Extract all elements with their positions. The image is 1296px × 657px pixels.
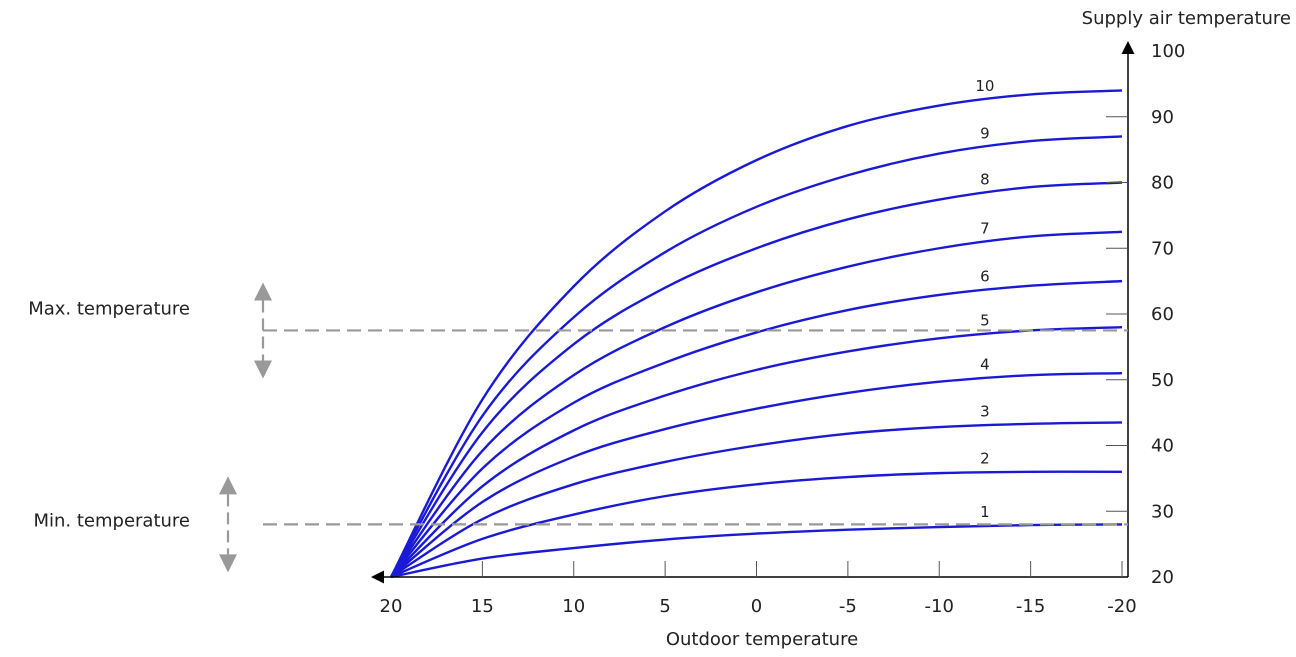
x-tick-label: 5 xyxy=(659,596,670,617)
y-tick-label: 40 xyxy=(1151,436,1174,457)
x-tick-label: -10 xyxy=(925,596,954,617)
curve-label-7: 7 xyxy=(980,219,990,237)
curve-label-8: 8 xyxy=(980,170,990,188)
curve-label-2: 2 xyxy=(980,449,990,467)
max-arrow-down-icon xyxy=(254,360,272,379)
curve-label-4: 4 xyxy=(980,355,990,373)
x-ticks-group: 20 15 10 5 0 -5 -10 -15 -20 xyxy=(380,561,1137,617)
y-tick-label: 70 xyxy=(1151,238,1174,259)
curve-label-5: 5 xyxy=(980,311,990,329)
min-arrow-down-icon xyxy=(219,554,237,573)
x-tick-label: 0 xyxy=(751,596,762,617)
x-tick-label: -20 xyxy=(1107,596,1136,617)
curve-label-1: 1 xyxy=(980,503,990,521)
y-axis-title: Supply air temperature xyxy=(1082,8,1291,29)
y-axis-arrow-icon xyxy=(1121,41,1135,54)
curve-3 xyxy=(390,421,1123,579)
guides-group: Max. temperature Min. temperature xyxy=(28,282,1128,573)
max-arrow-up-icon xyxy=(254,282,272,301)
curve-6 xyxy=(390,279,1123,578)
min-temperature-label: Min. temperature xyxy=(33,510,190,531)
series-labels-group: 1 2 3 4 5 6 7 8 9 10 xyxy=(975,77,994,521)
curve-label-3: 3 xyxy=(980,402,990,420)
curve-4 xyxy=(390,371,1123,578)
y-tick-label: 50 xyxy=(1151,370,1174,391)
y-tick-label: 80 xyxy=(1151,173,1174,194)
curve-7 xyxy=(390,230,1123,578)
curve-1 xyxy=(390,523,1123,579)
x-tick-label: 15 xyxy=(471,596,494,617)
x-axis-arrow-icon xyxy=(371,570,384,584)
y-tick-label: 20 xyxy=(1151,567,1174,588)
max-temperature-label: Max. temperature xyxy=(28,298,190,319)
x-axis-title: Outdoor temperature xyxy=(666,629,858,650)
x-tick-label: -5 xyxy=(839,596,857,617)
y-tick-label: 30 xyxy=(1151,501,1174,522)
y-tick-label: 90 xyxy=(1151,107,1174,128)
curves-group xyxy=(389,89,1123,579)
curve-label-10: 10 xyxy=(975,77,994,95)
min-arrow-up-icon xyxy=(219,476,237,495)
x-tick-label: -15 xyxy=(1016,596,1045,617)
curve-5 xyxy=(390,325,1123,578)
curve-label-9: 9 xyxy=(980,124,990,142)
curve-8 xyxy=(389,181,1123,578)
x-tick-label: 10 xyxy=(562,596,585,617)
y-ticks-group: 20 30 40 50 60 70 80 90 100 xyxy=(1106,41,1185,588)
curve-9 xyxy=(389,135,1123,578)
curve-label-6: 6 xyxy=(980,267,990,285)
curve-2 xyxy=(390,470,1123,579)
x-tick-label: 20 xyxy=(380,596,403,617)
y-tick-label: 100 xyxy=(1151,41,1185,62)
y-tick-label: 60 xyxy=(1151,304,1174,325)
curve-10 xyxy=(389,89,1123,578)
